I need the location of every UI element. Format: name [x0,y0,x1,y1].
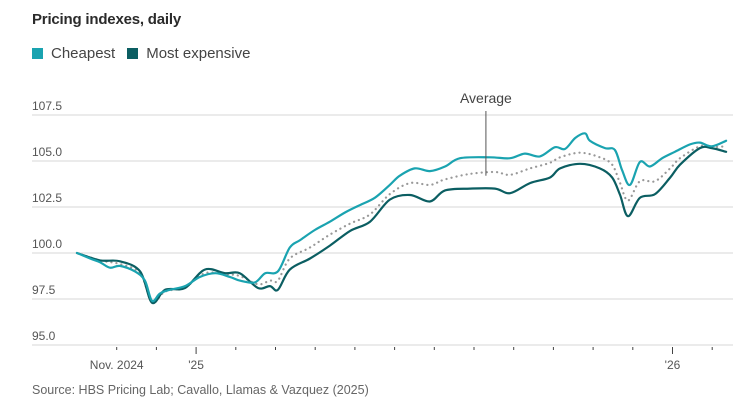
series-line-most-expensive [75,145,728,305]
legend-item-most-expensive: Most expensive [127,45,250,62]
y-tick-label: 107.5 [32,99,62,113]
y-tick-label: 95.0 [32,329,56,343]
source-note: Source: HBS Pricing Lab; Cavallo, Llamas… [32,383,369,397]
y-tick-label: 100.0 [32,237,62,251]
annotation-label: Average [460,90,512,106]
x-tick-label: Nov. 2024 [90,358,144,372]
y-tick-label: 97.5 [32,283,56,297]
legend-label-cheapest: Cheapest [51,45,116,62]
series-line-cheapest [75,132,728,303]
legend-label-most-expensive: Most expensive [146,45,251,62]
series-lines [75,132,728,305]
chart-title: Pricing indexes, daily [32,11,181,28]
x-tick-label: '25 [188,358,204,372]
legend-item-cheapest: Cheapest [32,45,115,62]
y-tick-label: 105.0 [32,145,62,159]
y-axis-labels: 95.0 97.5 100.0 102.5 105.0 107.5 [32,99,62,343]
gridlines [32,114,733,346]
x-tick-label: '26 [665,358,681,372]
y-tick-label: 102.5 [32,191,62,205]
series-line-average [75,144,728,304]
x-axis: Nov. 2024 '25 '26 [90,347,713,372]
annotations: Average [460,90,512,176]
legend: Cheapest Most expensive [32,45,262,62]
legend-swatch-most-expensive [127,48,139,59]
legend-swatch-cheapest [32,48,43,59]
